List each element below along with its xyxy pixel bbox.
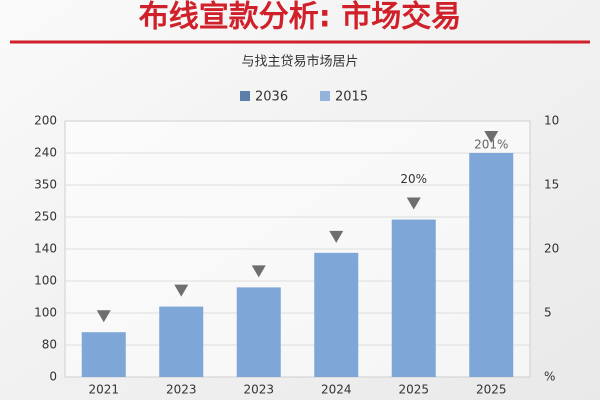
- y-axis-label: 140: [34, 242, 57, 256]
- x-tick-label: 2024: [321, 383, 352, 397]
- marker-triangle: [406, 197, 421, 210]
- legend-swatch: [320, 91, 330, 101]
- bar: [391, 219, 436, 377]
- bar: [314, 252, 359, 377]
- bar: [81, 332, 126, 377]
- legend-label: 2036: [255, 90, 288, 105]
- y2-axis-label: 15: [544, 178, 559, 192]
- bar: [236, 287, 281, 377]
- marker-triangle: [329, 230, 344, 243]
- y-axis-label: 0: [49, 370, 57, 384]
- x-tick-label: 2021: [88, 383, 119, 397]
- y2-axis-label: 20: [544, 242, 559, 256]
- bar: [159, 306, 204, 377]
- x-tick-label: 2025: [476, 383, 507, 397]
- chart-subtitle: 与找主贷易市场居片: [241, 54, 358, 70]
- x-tick-label: 2025: [398, 383, 429, 397]
- marker-triangle: [251, 265, 266, 278]
- y-axis-label: 240: [34, 146, 57, 160]
- legend-label: 2015: [335, 90, 368, 105]
- y-axis-label: 350: [34, 178, 57, 192]
- legend-swatch: [240, 91, 250, 101]
- x-tick-label: 2023: [243, 383, 274, 397]
- y-axis-label: 100: [34, 306, 57, 320]
- y-axis-label: 80: [42, 338, 57, 352]
- annotation: 201%: [474, 138, 508, 152]
- x-tick-label: 2023: [166, 383, 197, 397]
- bar: [469, 153, 514, 377]
- y-axis-label: 100: [34, 274, 57, 288]
- y2-axis-label: 5: [544, 306, 552, 320]
- y2-axis-label: 10: [544, 114, 559, 128]
- marker-triangle: [174, 284, 189, 297]
- marker-triangle: [484, 131, 499, 143]
- annotation: 20%: [400, 172, 427, 186]
- y-axis-label: 250: [34, 210, 57, 224]
- y-axis-label: 200: [34, 114, 57, 128]
- y2-axis-label: %: [544, 370, 555, 384]
- marker-triangle: [96, 310, 111, 323]
- chart-title: 布线宣款分析: 市场交易: [139, 0, 461, 35]
